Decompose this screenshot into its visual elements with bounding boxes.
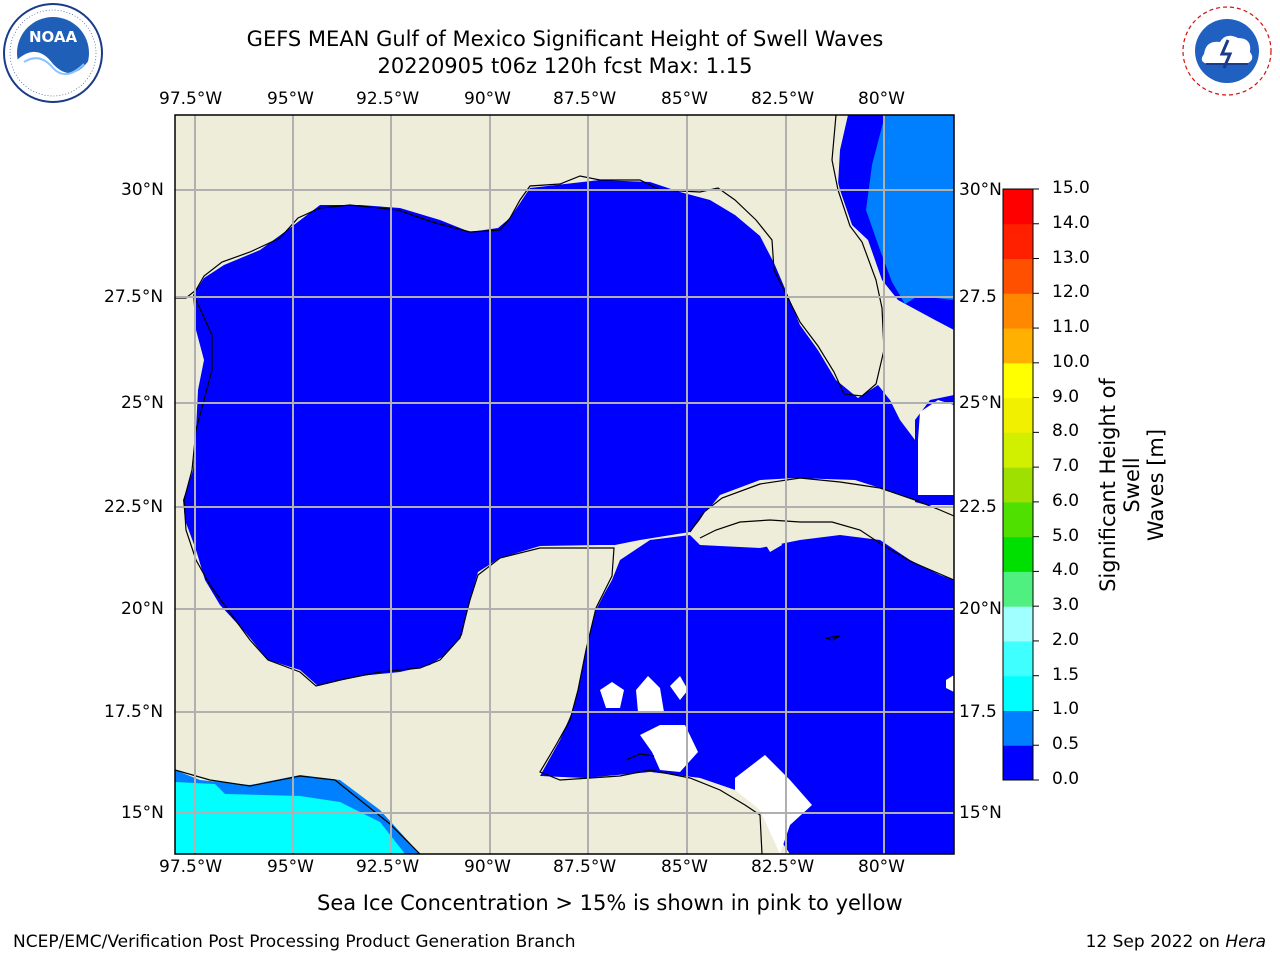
- lat-label-left: 17.5°N: [104, 702, 164, 722]
- lon-label-top: 95°W: [267, 89, 314, 109]
- yucatan-land: [462, 545, 780, 854]
- no-data-gap: [636, 676, 664, 712]
- colorbar-segment: [1003, 223, 1033, 260]
- chart-subtitle: 20220905 t06z 120h fcst Max: 1.15: [377, 54, 753, 78]
- colorbar-segment: [1003, 467, 1033, 503]
- colorbar: [1003, 188, 1039, 781]
- map-frame: [174, 114, 955, 855]
- no-data-gap: [600, 682, 624, 708]
- lat-label-right: 22.5: [959, 497, 997, 517]
- nws-logo: [1181, 5, 1273, 97]
- colorbar-tick-label: 14.0: [1052, 212, 1090, 233]
- lon-label-top: 97.5°W: [159, 89, 223, 109]
- atlantic-swell-area-mid: [866, 115, 954, 304]
- colorbar-tick-label: 9.0: [1052, 386, 1080, 407]
- lon-label-top: 92.5°W: [356, 89, 420, 109]
- no-data-gap: [946, 675, 954, 692]
- no-data-gap: [670, 676, 688, 700]
- cuba-land: [760, 530, 782, 552]
- lon-label-bottom: 85°W: [661, 857, 708, 877]
- lon-label-bottom: 92.5°W: [356, 857, 420, 877]
- lat-label-left: 20°N: [121, 599, 164, 619]
- lon-label-top: 87.5°W: [553, 89, 617, 109]
- colorbar-tick-label: 0.0: [1052, 769, 1080, 789]
- colorbar-segment: [1003, 397, 1033, 433]
- colorbar-segment: [1003, 571, 1033, 607]
- colorbar-tick-label: 15.0: [1052, 178, 1090, 198]
- footer-host: Hera: [1225, 932, 1266, 952]
- lat-label-left: 25°N: [121, 393, 164, 413]
- colorbar-segment: [1003, 328, 1033, 364]
- lon-label-bottom: 80°W: [858, 857, 905, 877]
- colorbar-tick-label: 6.0: [1052, 490, 1080, 511]
- graticule: [175, 115, 954, 854]
- lon-label-top: 82.5°W: [751, 89, 815, 109]
- footer-date-text: 12 Sep 2022 on: [1085, 932, 1220, 952]
- pacific-water-cyan: [175, 782, 405, 854]
- lat-label-right: 17.5: [959, 702, 997, 722]
- colorbar-segment: [1003, 606, 1033, 642]
- lon-label-bottom: 90°W: [464, 857, 511, 877]
- colorbar-tick-label: 3.0: [1052, 595, 1080, 616]
- colorbar-segment: [1003, 189, 1033, 225]
- lat-label-left: 27.5°N: [104, 287, 164, 307]
- colorbar-segment: [1003, 432, 1033, 468]
- colorbar-segment: [1003, 501, 1033, 538]
- lon-label-top: 80°W: [858, 89, 905, 109]
- lat-label-left: 30°N: [121, 180, 164, 200]
- lon-label-top: 85°W: [661, 89, 708, 109]
- lon-label-bottom: 87.5°W: [553, 857, 617, 877]
- lon-label-top: 90°W: [464, 89, 511, 109]
- lon-label-bottom: 95°W: [267, 857, 314, 877]
- no-data-gap: [640, 725, 698, 772]
- chart-title: GEFS MEAN Gulf of Mexico Significant Hei…: [246, 27, 884, 51]
- colorbar-tick-label: 7.0: [1052, 456, 1080, 477]
- colorbar-tick-label: 1.5: [1052, 664, 1080, 685]
- colorbar-segment: [1003, 710, 1033, 746]
- lat-label-right: 25°N: [959, 393, 1002, 413]
- footer-date: 12 Sep 2022 on Hera: [1086, 932, 1266, 952]
- colorbar-tick-label: 5.0: [1052, 525, 1080, 546]
- caribbean-water: [540, 500, 954, 854]
- colorbar-segment: [1003, 745, 1033, 781]
- colorbar-tick-label: 10.0: [1052, 351, 1090, 372]
- gulf-water: [183, 180, 915, 686]
- footer-org: NCEP/EMC/Verification Post Processing Pr…: [13, 932, 576, 952]
- colorbar-tick-label: 4.0: [1052, 560, 1080, 581]
- lon-label-bottom: 97.5°W: [159, 857, 223, 877]
- noaa-logo-text: NOAA: [29, 28, 78, 46]
- lat-label-right: 15°N: [959, 803, 1002, 823]
- colorbar-segment: [1003, 640, 1033, 677]
- florida-land: [680, 115, 884, 396]
- colorbar-segment: [1003, 675, 1033, 711]
- cuba-land: [690, 478, 954, 540]
- lat-label-right: 20°N: [959, 599, 1002, 619]
- colorbar-segment: [1003, 293, 1033, 329]
- lon-label-bottom: 82.5°W: [751, 857, 815, 877]
- colorbar-segment: [1003, 362, 1033, 399]
- colorbar-segment: [1003, 536, 1033, 572]
- lat-label-right: 27.5: [959, 287, 997, 307]
- lat-label-left: 15°N: [121, 803, 164, 823]
- colorbar-label-line1: Significant Height of Swell: [1096, 378, 1144, 592]
- colorbar-tick-label: 8.0: [1052, 421, 1080, 442]
- colorbar-label-line2: Waves [m]: [1144, 428, 1168, 542]
- noaa-logo: NOAA: [3, 3, 103, 103]
- colorbar-tick-label: 12.0: [1052, 282, 1090, 303]
- no-data-gap: [918, 400, 954, 495]
- lat-label-left: 22.5°N: [104, 497, 164, 517]
- colorbar-tick-label: 0.5: [1052, 734, 1080, 755]
- colorbar-tick-label: 1.0: [1052, 699, 1080, 720]
- colorbar-tick-label: 13.0: [1052, 247, 1090, 268]
- colorbar-tick-label: 2.0: [1052, 629, 1080, 650]
- colorbar-tick-label: 11.0: [1052, 317, 1090, 338]
- colorbar-frame: [1002, 188, 1034, 781]
- sea-ice-note: Sea Ice Concentration > 15% is shown in …: [317, 891, 903, 915]
- colorbar-segment: [1003, 258, 1033, 294]
- lat-label-right: 30°N: [959, 180, 1002, 200]
